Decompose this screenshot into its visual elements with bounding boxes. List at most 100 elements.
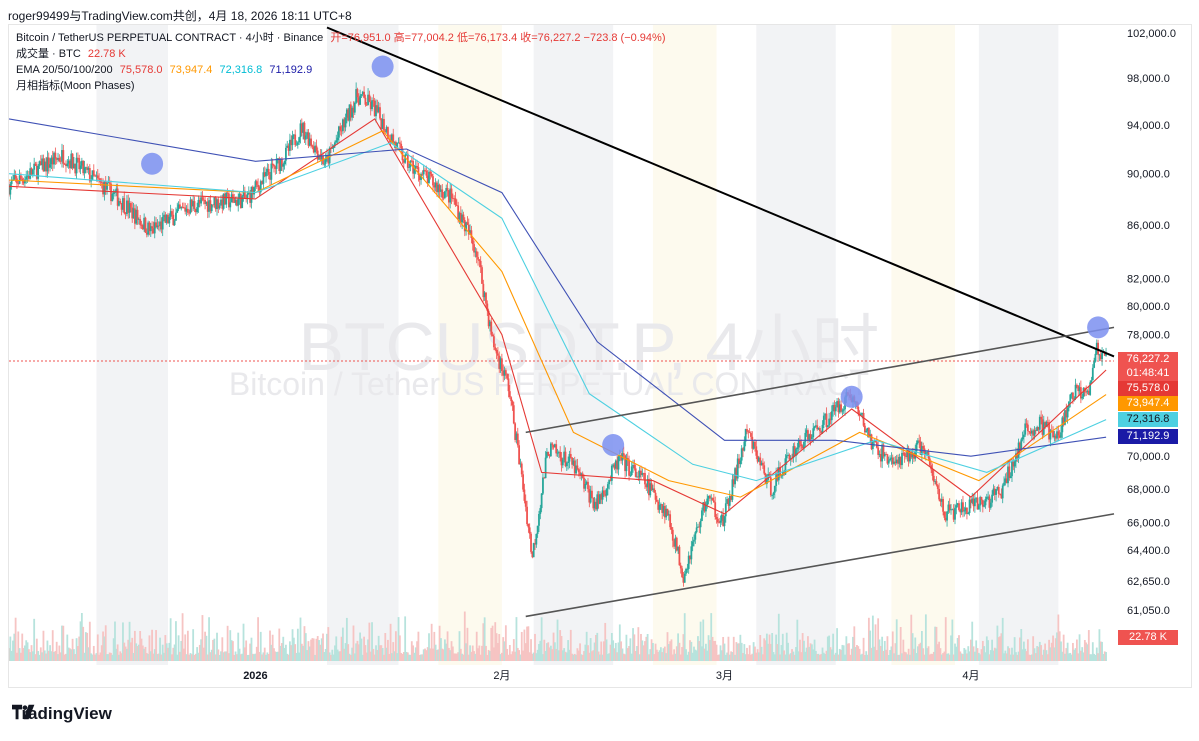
- volume-bar: [763, 638, 766, 661]
- moon-phase-icon: [371, 55, 394, 78]
- candle-body: [622, 453, 625, 456]
- candle-body: [964, 507, 967, 511]
- candle-body: [885, 454, 888, 455]
- candle-body: [17, 183, 20, 185]
- candle-body: [655, 499, 658, 502]
- candle-body: [840, 404, 842, 412]
- volume-bar: [875, 650, 878, 661]
- candle-body: [1049, 430, 1052, 440]
- volume-bar: [303, 626, 306, 661]
- volume-bar: [544, 650, 547, 661]
- volume-bar: [499, 654, 502, 661]
- candle-body: [141, 225, 144, 230]
- candle-body: [527, 524, 530, 528]
- candle-body: [551, 443, 554, 445]
- candle-body: [687, 555, 690, 569]
- candle-body: [70, 153, 73, 169]
- trendlines: [326, 26, 1115, 618]
- volume-bar: [976, 648, 979, 661]
- volume-bar: [92, 645, 95, 661]
- volume-bar: [597, 651, 600, 661]
- chart-legend: Bitcoin / TetherUS PERPETUAL CONTRACT · …: [16, 30, 665, 94]
- candle-body: [572, 460, 575, 465]
- candle-body: [481, 267, 483, 284]
- volume-bar: [636, 646, 638, 661]
- volume-bar: [212, 639, 214, 661]
- volume-bar: [673, 649, 676, 661]
- volume-bar: [718, 654, 721, 661]
- candle-body: [575, 465, 577, 474]
- candle-body: [828, 418, 831, 426]
- volume-bar: [493, 647, 495, 661]
- candle-body: [228, 193, 230, 208]
- volume-bar: [410, 641, 413, 661]
- volume-bar: [118, 654, 120, 661]
- candle-body: [653, 488, 656, 493]
- volume-bar: [151, 629, 153, 661]
- volume-bar: [239, 654, 242, 661]
- volume-bar: [622, 653, 625, 661]
- volume-bar: [1016, 654, 1019, 661]
- volume-bar: [975, 640, 978, 661]
- volume-bar: [1029, 654, 1032, 661]
- candle-body: [189, 199, 192, 213]
- volume-bar: [482, 623, 485, 661]
- candle-body: [585, 481, 588, 485]
- volume-bar: [985, 636, 988, 661]
- volume-bar: [340, 636, 343, 661]
- volume-bar: [909, 654, 911, 661]
- volume-bar: [841, 644, 844, 661]
- volume-bar: [486, 654, 489, 661]
- candle-body: [433, 185, 436, 188]
- volume-bar: [837, 654, 840, 661]
- candle-body: [160, 221, 163, 230]
- candle-body: [139, 219, 142, 225]
- candle-body: [580, 473, 583, 476]
- candle-body: [379, 107, 381, 119]
- volume-bar: [568, 649, 571, 661]
- volume-bar: [701, 646, 703, 661]
- candle-body: [198, 199, 201, 204]
- chart-frame[interactable]: BTCUSDT.P, 4小时 Bitcoin / TetherUS PERPET…: [8, 24, 1192, 688]
- volume-bar: [242, 623, 245, 661]
- volume-bar: [886, 636, 889, 661]
- tradingview-logo-icon: [12, 704, 35, 720]
- shade-band: [96, 25, 168, 665]
- volume-bar: [736, 643, 739, 661]
- volume-bar: [543, 639, 546, 661]
- candle-body: [157, 225, 160, 227]
- volume-bar: [67, 647, 70, 661]
- candle-body: [932, 475, 935, 482]
- volume-bar: [352, 625, 355, 661]
- candle-body: [503, 370, 506, 376]
- candle-body: [689, 555, 691, 560]
- candle-body: [500, 358, 503, 371]
- volume-bar: [919, 642, 922, 661]
- candle-body: [408, 167, 411, 168]
- volume-bar: [75, 638, 78, 661]
- volume-bar: [479, 654, 482, 661]
- volume-bar: [182, 648, 185, 661]
- price-chart[interactable]: BTCUSDT.P, 4小时 Bitcoin / TetherUS PERPET…: [9, 25, 1193, 689]
- candle-body: [311, 145, 314, 147]
- volume-bar: [69, 648, 71, 661]
- candle-body: [75, 157, 78, 174]
- candle-body: [992, 488, 995, 495]
- volume-bar: [381, 648, 384, 661]
- volume-bar: [993, 647, 996, 661]
- volume-bar: [285, 644, 287, 661]
- candle-body: [133, 208, 136, 224]
- candle-body: [397, 142, 400, 144]
- volume-bar: [396, 653, 399, 661]
- candle-body: [1053, 435, 1056, 438]
- volume-bar: [999, 636, 1001, 661]
- volume-bar: [237, 632, 240, 661]
- candle-body: [531, 551, 534, 558]
- volume-bar: [821, 647, 824, 661]
- volume-bar: [449, 650, 452, 661]
- candle-body: [417, 167, 420, 175]
- volume-bar: [128, 621, 131, 661]
- tradingview-logo[interactable]: TradingView: [12, 704, 112, 724]
- candle-body: [230, 194, 233, 203]
- candle-body: [716, 519, 719, 523]
